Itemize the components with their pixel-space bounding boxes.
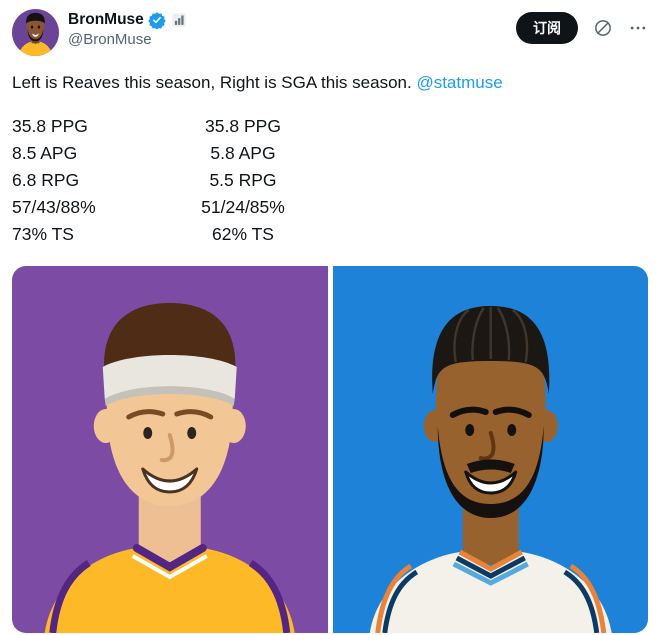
tweet-text-body: Left is Reaves this season, Right is SGA… (12, 73, 417, 92)
display-name-row: BronMuse (68, 10, 516, 30)
header-actions: 订阅 (516, 9, 648, 44)
stat-left-splits: 57/43/88% (12, 197, 96, 217)
reaves-illustration (12, 266, 328, 633)
avatar-lebron-cartoon (12, 9, 59, 56)
stat-row-ppg: 35.8 PPG 35.8 PPG (12, 113, 648, 140)
verified-badge-icon (148, 11, 166, 29)
stat-right-rpg: 5.5 RPG (209, 170, 277, 190)
display-name[interactable]: BronMuse (68, 11, 144, 28)
user-names: BronMuse @BronMuse (68, 9, 516, 50)
stat-left-ts: 73% TS (12, 224, 74, 244)
stat-left-apg: 8.5 APG (12, 143, 78, 163)
stat-left-rpg: 6.8 RPG (12, 170, 80, 190)
more-icon[interactable] (628, 18, 648, 38)
stat-row-splits: 57/43/88% 51/24/85% (12, 194, 648, 221)
stat-right-ts: 62% TS (212, 224, 274, 244)
player-right-sga (332, 266, 648, 633)
stat-row-apg: 8.5 APG 5.8 APG (12, 140, 648, 167)
grok-icon[interactable] (593, 18, 613, 38)
avatar[interactable] (12, 9, 59, 56)
stat-left-ppg: 35.8 PPG (12, 116, 88, 136)
player-left-reaves (12, 266, 328, 633)
sga-illustration (332, 266, 648, 633)
stats-block: 35.8 PPG 35.8 PPG 8.5 APG 5.8 APG 6.8 RP… (12, 113, 648, 248)
stat-row-ts: 73% TS 62% TS (12, 221, 648, 248)
stat-right-splits: 51/24/85% (201, 197, 285, 217)
stat-right-ppg: 35.8 PPG (205, 116, 281, 136)
stat-right-apg: 5.8 APG (210, 143, 276, 163)
subscribe-button[interactable]: 订阅 (516, 12, 578, 44)
player-comparison-image[interactable] (12, 266, 648, 633)
mention-statmuse[interactable]: @statmuse (416, 73, 503, 92)
stat-row-rpg: 6.8 RPG 5.5 RPG (12, 167, 648, 194)
chart-badge-icon (170, 11, 188, 29)
tweet-text: Left is Reaves this season, Right is SGA… (12, 72, 648, 94)
tweet-header: BronMuse @BronMuse (12, 0, 648, 56)
user-handle[interactable]: @BronMuse (68, 31, 152, 48)
